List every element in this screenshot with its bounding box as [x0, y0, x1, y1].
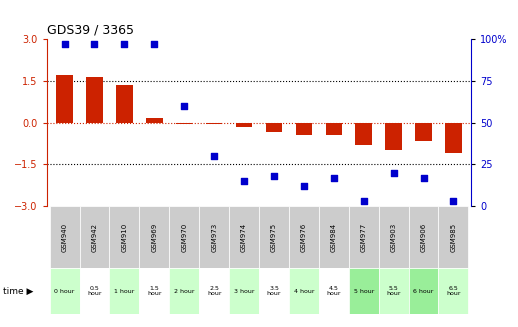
Text: GSM974: GSM974: [241, 222, 247, 252]
Text: 6.5
hour: 6.5 hour: [446, 285, 461, 297]
Text: 3 hour: 3 hour: [234, 288, 254, 294]
Point: [150, 42, 159, 47]
Bar: [229, 206, 259, 268]
Bar: [87, 77, 103, 123]
Bar: [415, 123, 431, 141]
Bar: [169, 268, 199, 314]
Bar: [289, 206, 319, 268]
Bar: [319, 268, 349, 314]
Bar: [169, 206, 199, 268]
Point: [90, 42, 98, 47]
Text: GSM942: GSM942: [92, 223, 97, 251]
Bar: [206, 123, 222, 124]
Bar: [409, 268, 438, 314]
Bar: [296, 123, 312, 135]
Text: 0.5
hour: 0.5 hour: [87, 285, 102, 297]
Text: 1.5
hour: 1.5 hour: [147, 285, 162, 297]
Bar: [319, 206, 349, 268]
Bar: [445, 123, 462, 153]
Bar: [259, 268, 289, 314]
Text: GSM906: GSM906: [421, 222, 426, 252]
Bar: [109, 206, 139, 268]
Text: GSM985: GSM985: [451, 222, 456, 252]
Point: [300, 183, 308, 189]
Bar: [80, 268, 109, 314]
Text: GDS39 / 3365: GDS39 / 3365: [47, 24, 134, 37]
Text: 6 hour: 6 hour: [413, 288, 434, 294]
Bar: [289, 268, 319, 314]
Text: GSM984: GSM984: [331, 222, 337, 252]
Bar: [266, 123, 282, 132]
Text: GSM940: GSM940: [62, 222, 67, 252]
Bar: [229, 268, 259, 314]
Bar: [116, 85, 133, 123]
Text: 0 hour: 0 hour: [54, 288, 75, 294]
Text: 3.5
hour: 3.5 hour: [267, 285, 281, 297]
Point: [420, 175, 428, 180]
Bar: [409, 206, 438, 268]
Text: 4.5
hour: 4.5 hour: [326, 285, 341, 297]
Point: [240, 179, 248, 184]
Bar: [325, 123, 342, 135]
Text: GSM910: GSM910: [121, 222, 127, 252]
Text: GSM903: GSM903: [391, 222, 397, 252]
Bar: [379, 206, 409, 268]
Text: 4 hour: 4 hour: [294, 288, 314, 294]
Bar: [438, 268, 468, 314]
Text: 1 hour: 1 hour: [114, 288, 135, 294]
Bar: [379, 268, 409, 314]
Text: 2.5
hour: 2.5 hour: [207, 285, 221, 297]
Bar: [139, 268, 169, 314]
Text: GSM970: GSM970: [181, 222, 187, 252]
Bar: [56, 76, 73, 123]
Text: GSM976: GSM976: [301, 222, 307, 252]
Point: [359, 198, 368, 204]
Bar: [438, 206, 468, 268]
Bar: [139, 206, 169, 268]
Point: [180, 103, 189, 109]
Text: GSM977: GSM977: [361, 222, 367, 252]
Text: 2 hour: 2 hour: [174, 288, 194, 294]
Bar: [109, 268, 139, 314]
Bar: [259, 206, 289, 268]
Text: GSM969: GSM969: [151, 222, 157, 252]
Bar: [199, 268, 229, 314]
Point: [120, 42, 128, 47]
Bar: [50, 206, 80, 268]
Bar: [80, 206, 109, 268]
Point: [210, 153, 218, 159]
Point: [449, 198, 457, 204]
Bar: [349, 206, 379, 268]
Text: GSM973: GSM973: [211, 222, 217, 252]
Bar: [146, 118, 163, 123]
Point: [329, 175, 338, 180]
Bar: [176, 123, 193, 124]
Text: GSM975: GSM975: [271, 222, 277, 252]
Bar: [349, 268, 379, 314]
Bar: [385, 123, 402, 150]
Bar: [236, 123, 252, 127]
Point: [61, 42, 69, 47]
Bar: [199, 206, 229, 268]
Text: time ▶: time ▶: [3, 286, 33, 296]
Bar: [355, 123, 372, 145]
Point: [270, 173, 278, 179]
Point: [390, 170, 398, 175]
Bar: [50, 268, 80, 314]
Text: 5 hour: 5 hour: [353, 288, 374, 294]
Text: 5.5
hour: 5.5 hour: [386, 285, 401, 297]
